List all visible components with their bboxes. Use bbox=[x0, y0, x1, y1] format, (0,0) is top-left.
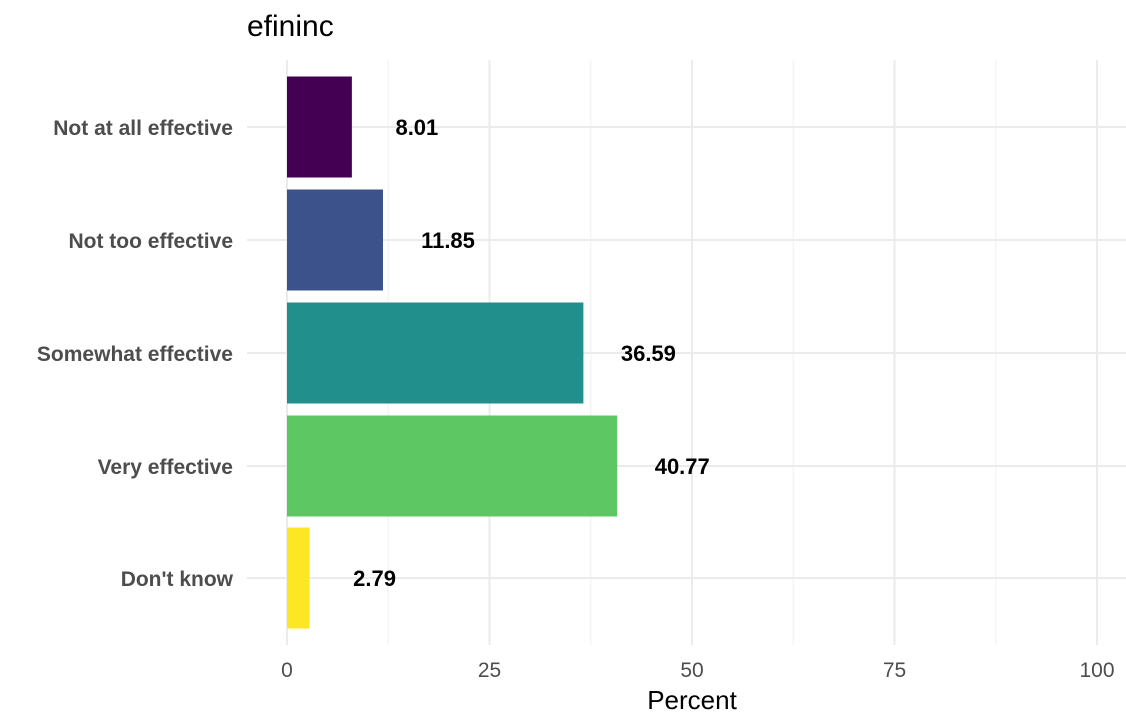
bar bbox=[287, 527, 310, 629]
bar bbox=[287, 189, 383, 291]
data-label: 8.01 bbox=[395, 115, 438, 140]
x-tick-label: 75 bbox=[883, 659, 906, 682]
x-tick-label: 50 bbox=[680, 659, 703, 682]
y-tick-label: Not too effective bbox=[68, 230, 233, 253]
x-axis-title: Percent bbox=[647, 685, 737, 715]
chart-title: efininc bbox=[247, 10, 334, 43]
y-tick-label: Don't know bbox=[121, 568, 234, 591]
y-tick-label: Not at all effective bbox=[53, 117, 233, 140]
x-tick-label: 25 bbox=[478, 659, 501, 682]
x-tick-label: 0 bbox=[281, 659, 293, 682]
data-labels: 8.01 11.85 36.59 40.77 2.79 bbox=[353, 115, 710, 591]
y-tick-label: Very effective bbox=[98, 456, 233, 479]
y-axis: Not at all effective Not too effective Som… bbox=[37, 117, 234, 591]
bar bbox=[287, 76, 352, 178]
data-label: 11.85 bbox=[421, 228, 475, 253]
bar bbox=[287, 415, 618, 517]
data-label: 2.79 bbox=[353, 566, 396, 591]
bar bbox=[287, 302, 584, 404]
x-axis: 0 25 50 75 100 bbox=[281, 659, 1114, 682]
data-label: 36.59 bbox=[621, 341, 676, 366]
bars bbox=[287, 76, 618, 629]
x-tick-label: 100 bbox=[1079, 659, 1114, 682]
y-tick-label: Somewhat effective bbox=[37, 343, 233, 366]
data-label: 40.77 bbox=[655, 454, 710, 479]
